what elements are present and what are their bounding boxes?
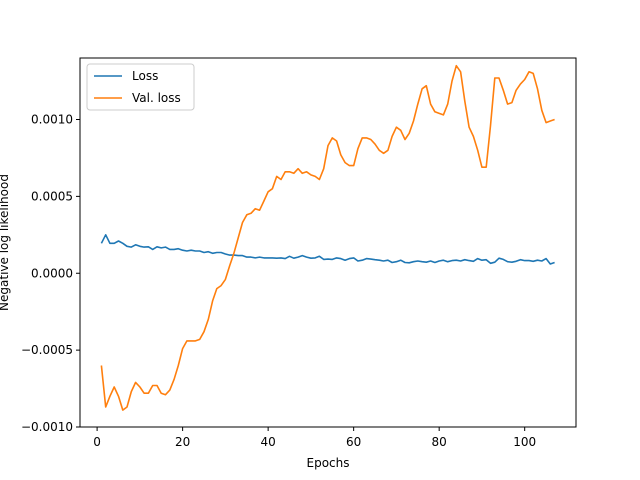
y-tick-label: −0.0005	[21, 343, 73, 357]
x-tick-label: 0	[93, 435, 101, 449]
y-tick-label: 0.0005	[31, 189, 73, 203]
x-axis-label: Epochs	[307, 456, 350, 470]
x-tick-label: 80	[432, 435, 447, 449]
y-axis: −0.0010 −0.0005 0.0000 0.0005 0.0010	[21, 113, 80, 434]
legend: Loss Val. loss	[86, 63, 195, 111]
y-tick-label: 0.0010	[31, 113, 73, 127]
y-axis-label: Negative log likelihood	[0, 174, 11, 311]
x-tick-label: 60	[346, 435, 361, 449]
y-tick-label: 0.0000	[31, 266, 73, 280]
plot-frame	[79, 57, 577, 428]
series-line-1	[100, 234, 555, 265]
x-axis: 0 20 40 60 80 100	[93, 427, 536, 449]
x-tick-label: 40	[260, 435, 275, 449]
legend-entry: Val. loss	[132, 91, 181, 105]
x-tick-label: 100	[513, 435, 536, 449]
series-layer	[100, 64, 555, 411]
x-tick-label: 20	[175, 435, 190, 449]
y-tick-label: −0.0010	[21, 420, 73, 434]
legend-entry: Loss	[132, 69, 158, 83]
series-line-2	[100, 64, 555, 411]
